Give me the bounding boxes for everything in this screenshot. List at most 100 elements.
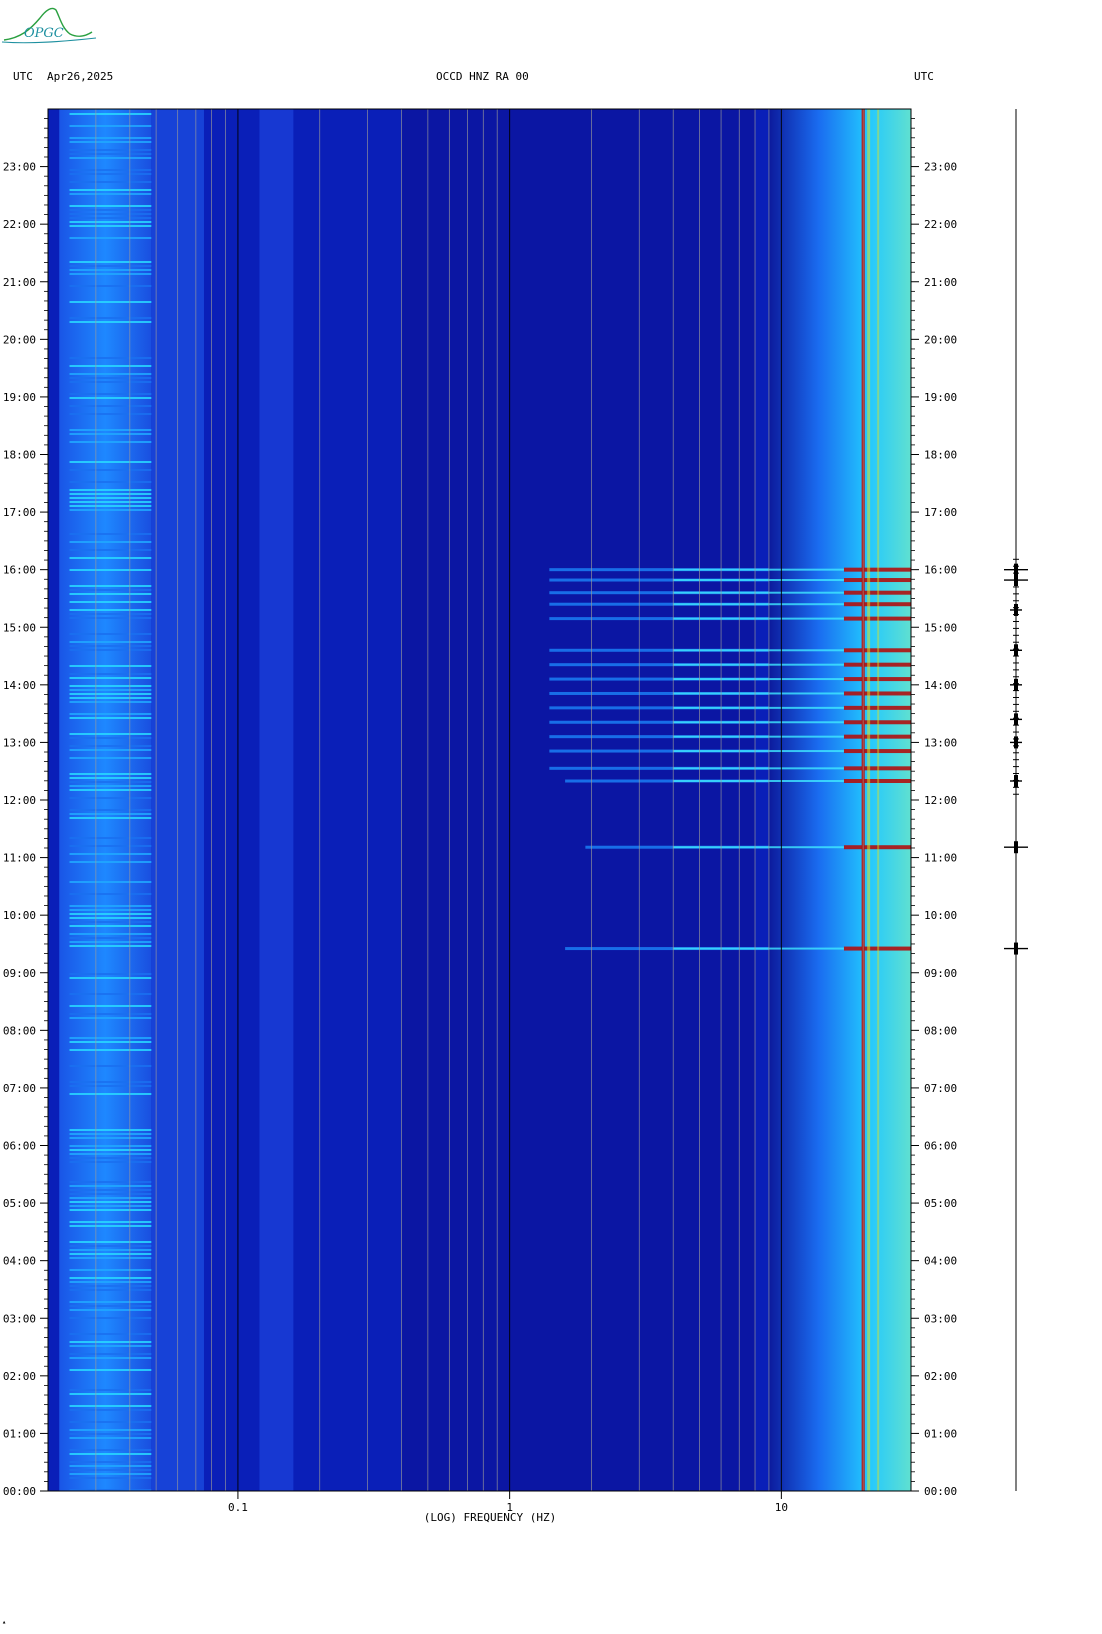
texture-stripe: [69, 1393, 152, 1395]
texture-stripe: [69, 1153, 152, 1155]
texture-stripe: [69, 273, 152, 275]
texture-stripe: [69, 797, 152, 799]
event-streak-red: [843, 691, 911, 696]
texture-stripe: [69, 429, 152, 431]
texture-stripe: [69, 1437, 152, 1439]
event-streak: [549, 617, 769, 621]
y-tick-label-left: 21:00: [3, 276, 36, 289]
texture-stripe: [69, 265, 152, 267]
texture-stripe: [69, 589, 152, 591]
event-streak-core: [673, 568, 844, 571]
y-tick-label-left: 01:00: [3, 1427, 36, 1440]
texture-stripe: [69, 933, 152, 935]
microseism-band: [259, 109, 294, 1491]
texture-stripe: [69, 1137, 152, 1139]
event-streak-red: [843, 749, 911, 754]
event-streak: [549, 677, 769, 681]
texture-stripe: [69, 909, 152, 911]
event-streak: [549, 749, 769, 753]
event-streak-red: [843, 578, 911, 583]
texture-stripe: [69, 633, 152, 635]
texture-stripe: [69, 1477, 152, 1479]
texture-stripe: [69, 393, 152, 395]
y-tick-label-right: 00:00: [924, 1485, 957, 1498]
event-streak: [549, 706, 769, 710]
texture-stripe: [69, 713, 152, 715]
header-left-tz: UTC: [13, 70, 33, 83]
texture-stripe: [69, 1005, 152, 1007]
texture-stripe: [69, 373, 152, 375]
texture-stripe: [69, 541, 152, 543]
texture-stripe: [69, 1013, 152, 1015]
y-tick-label-left: 04:00: [3, 1255, 36, 1268]
seismogram-burst: [1014, 841, 1018, 854]
y-tick-label-right: 15:00: [924, 621, 957, 634]
low-frequency-band: [59, 109, 152, 1491]
y-tick-label-right: 03:00: [924, 1312, 957, 1325]
event-streak-red: [843, 616, 911, 621]
texture-stripe: [69, 973, 152, 975]
texture-stripe: [69, 1065, 152, 1067]
texture-stripe: [69, 673, 152, 675]
texture-stripe: [69, 1345, 152, 1347]
event-streak-core: [673, 767, 844, 770]
texture-stripe: [69, 781, 152, 783]
texture-stripe: [69, 737, 152, 739]
texture-stripe: [69, 1041, 152, 1043]
texture-stripe: [69, 189, 152, 191]
y-tick-label-right: 07:00: [924, 1082, 957, 1095]
texture-stripe: [69, 785, 152, 787]
x-tick-label: 0.1: [228, 1501, 248, 1514]
texture-stripe: [69, 1209, 152, 1211]
texture-stripe: [69, 225, 152, 227]
texture-stripe: [69, 261, 152, 263]
event-streak-core: [673, 750, 844, 753]
event-streak-red: [843, 946, 911, 951]
texture-stripe: [69, 1317, 152, 1319]
event-streak-red: [843, 778, 911, 783]
y-tick-label-left: 00:00: [3, 1485, 36, 1498]
y-tick-label-left: 10:00: [3, 909, 36, 922]
texture-stripe: [69, 893, 152, 895]
observatory-logo-icon: [1, 7, 97, 44]
texture-stripe: [69, 717, 152, 719]
texture-stripe: [69, 1093, 152, 1095]
texture-stripe: [69, 789, 152, 791]
y-tick-label-left: 05:00: [3, 1197, 36, 1210]
event-streak-red: [843, 590, 911, 595]
texture-stripe: [69, 125, 152, 127]
texture-stripe: [69, 977, 152, 979]
texture-stripe: [69, 1289, 152, 1291]
texture-stripe: [69, 1193, 152, 1195]
texture-stripe: [69, 733, 152, 735]
event-streak-core: [673, 678, 844, 681]
event-streak-core: [673, 617, 844, 620]
event-streak-core: [673, 779, 844, 782]
texture-stripe: [69, 237, 152, 239]
texture-stripe: [69, 1469, 152, 1471]
texture-stripe: [69, 1285, 152, 1287]
event-streak-core: [673, 846, 844, 849]
corner-mark: ▴: [2, 1618, 7, 1626]
texture-stripe: [69, 1341, 152, 1343]
texture-stripe: [69, 357, 152, 359]
texture-stripe: [69, 945, 152, 947]
texture-stripe: [69, 913, 152, 915]
texture-stripe: [69, 1489, 152, 1491]
event-streak-core: [673, 947, 844, 950]
seismogram-burst: [1014, 774, 1018, 787]
texture-stripe: [69, 1205, 152, 1207]
texture-stripe: [69, 817, 152, 819]
header-date: Apr26,2025: [47, 70, 114, 83]
texture-stripe: [69, 221, 152, 223]
texture-stripe: [69, 173, 152, 175]
texture-stripe: [69, 149, 152, 151]
y-tick-label-right: 10:00: [924, 909, 957, 922]
texture-stripe: [69, 569, 152, 571]
texture-stripe: [69, 1453, 152, 1455]
texture-stripe: [69, 1421, 152, 1423]
event-streak: [549, 591, 769, 595]
texture-stripe: [69, 181, 152, 183]
texture-stripe: [69, 1357, 152, 1359]
texture-stripe: [69, 853, 152, 855]
